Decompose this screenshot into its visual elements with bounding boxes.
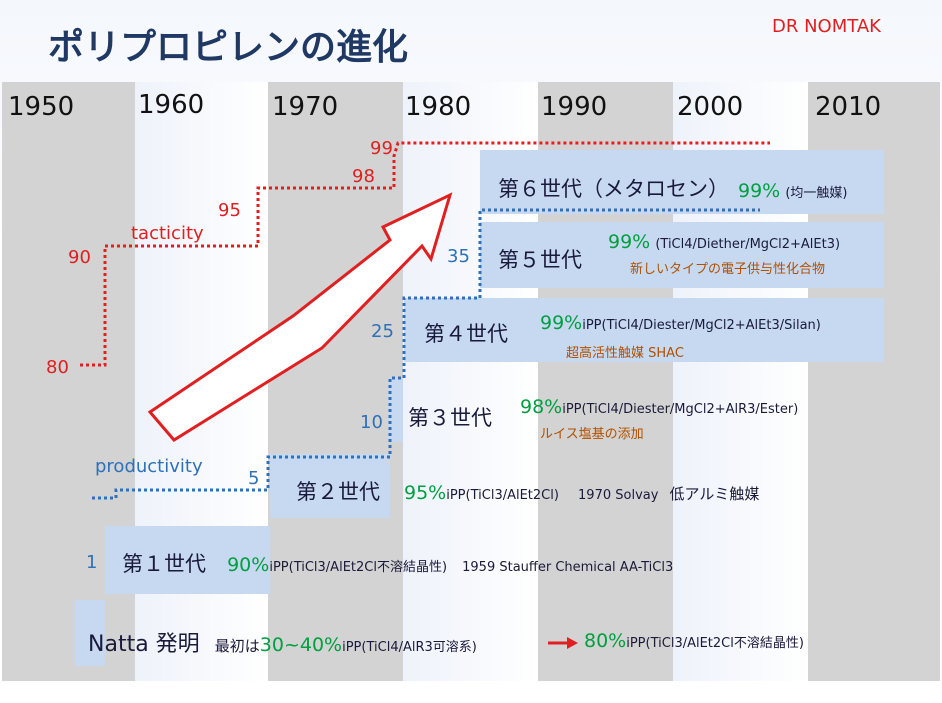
natta-row: Natta 発明 最初は30~40%iPP(TiCl4/AlR3可溶系)	[88, 626, 477, 658]
tacticity-line	[80, 141, 770, 367]
catalyst-detail: iPP(TiCl4/Diester/MgCl2+AlEt3/Silan)	[582, 318, 821, 333]
gen6-detail: 99% (均一触媒)	[738, 180, 847, 202]
catalyst-detail: iPP(TiCl4/AlR3可溶系)	[342, 640, 477, 655]
productivity-value: 25	[371, 321, 394, 342]
page-title: ポリプロピレンの進化	[48, 27, 409, 68]
catalyst-detail: iPP(TiCl4/Diester/MgCl2+AlR3/Ester)	[562, 402, 799, 417]
catalyst-detail: (TiCl4/Diether/MgCl2+AlEt3)	[655, 237, 841, 252]
progress-arrow	[147, 192, 453, 442]
gen5-detail: 99% (TiCl4/Diether/MgCl2+AlEt3)	[608, 231, 840, 253]
gen1-row: 第１世代 90%iPP(TiCl3/AlEt2Cl不溶結晶性) 1959 Sta…	[122, 548, 673, 578]
gen4-detail: 99%iPP(TiCl4/Diester/MgCl2+AlEt3/Silan)	[540, 312, 821, 334]
percent-value: 90%	[227, 554, 270, 576]
tacticity-value: 98	[352, 166, 375, 187]
tacticity-label: tacticity	[131, 223, 204, 244]
gen3-note: ルイス塩基の添加	[540, 427, 644, 442]
generation-name: 第５世代	[498, 248, 582, 272]
tacticity-value: 90	[68, 247, 91, 268]
year-label: 2000	[677, 92, 744, 122]
generation-name: 第１世代	[122, 552, 206, 576]
year-label: 1980	[405, 92, 472, 122]
generation-name: 第３世代	[408, 406, 492, 430]
productivity-line	[92, 208, 760, 500]
box-gen4	[404, 298, 884, 362]
tacticity-value: 80	[46, 357, 69, 378]
gen5-note: 新しいタイプの電子供与性化合物	[630, 262, 826, 277]
extra-info: 1970 Solvay	[578, 488, 659, 503]
prefix-text: 最初は	[214, 637, 260, 655]
gen3-detail: 98%iPP(TiCl4/Diester/MgCl2+AlR3/Ester)	[520, 396, 798, 418]
productivity-value: 5	[248, 468, 260, 489]
year-label: 1990	[541, 92, 608, 122]
box-gen6	[480, 150, 884, 214]
productivity-value: 35	[447, 246, 470, 267]
box-gen2	[270, 454, 390, 518]
catalyst-detail: iPP(TiCl3/AlEt2Cl不溶結晶性)	[626, 636, 804, 651]
year-label: 1950	[8, 92, 75, 122]
year-label: 2010	[815, 92, 882, 122]
productivity-label: productivity	[95, 456, 203, 477]
author-label: DR NOMTAK	[772, 16, 881, 37]
generation-name: Natta 発明	[88, 632, 200, 657]
generation-name: 第４世代	[424, 322, 508, 346]
gen2-detail: 95%iPP(TiCl3/AlEt2Cl) 1970 Solvay 低アルミ触媒	[404, 482, 759, 504]
box-gen3	[388, 378, 403, 442]
percent-value: 98%	[520, 396, 563, 418]
generation-name: 第２世代	[296, 480, 380, 504]
catalyst-detail: (均一触媒)	[785, 186, 848, 201]
productivity-value: 10	[360, 412, 383, 433]
box-gen5	[480, 222, 884, 288]
percent-value: 99%	[540, 312, 583, 334]
arrow-head	[567, 637, 578, 649]
box-gen1	[105, 526, 270, 594]
extra-info: 1959 Stauffer Chemical AA-TiCl3	[462, 560, 674, 575]
percent-value: 80%	[584, 630, 627, 652]
generation-name: 第６世代（メタロセン）	[498, 177, 729, 201]
catalyst-detail: iPP(TiCl3/AlEt2Cl不溶結晶性)	[269, 560, 448, 575]
catalyst-detail: iPP(TiCl3/AlEt2Cl)	[446, 488, 559, 503]
percent-value: 95%	[404, 482, 447, 504]
extra-info: 低アルミ触媒	[669, 485, 760, 503]
column-1970	[268, 82, 403, 681]
box-natta	[75, 600, 105, 666]
productivity-value: 1	[86, 552, 98, 573]
percent-value: 99%	[738, 180, 781, 202]
percent-value: 99%	[608, 231, 651, 253]
tacticity-value: 99	[370, 138, 393, 159]
year-label: 1970	[272, 92, 339, 122]
natta-result: 80%iPP(TiCl3/AlEt2Cl不溶結晶性)	[584, 630, 804, 652]
tacticity-value: 95	[218, 200, 241, 221]
year-label: 1960	[138, 90, 205, 120]
gen4-note: 超高活性触媒 SHAC	[566, 346, 684, 361]
percent-value: 30~40%	[259, 634, 343, 656]
